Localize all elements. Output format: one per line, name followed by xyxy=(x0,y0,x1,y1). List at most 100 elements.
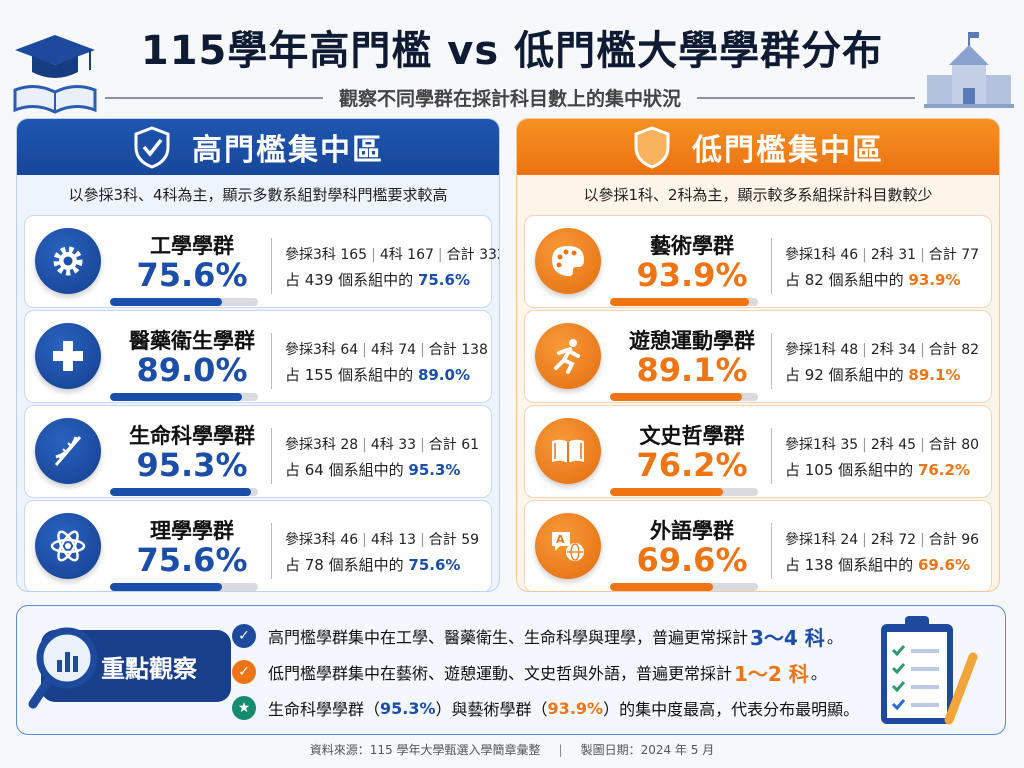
page-title: 115學年高門檻 vs 低門檻大學學群分布 xyxy=(140,28,884,74)
share-text: 占 92 個系組中的 xyxy=(785,366,909,384)
share-line: 占 105 個系組中的 76.2% xyxy=(785,459,970,480)
group-name: 生命科學學群 xyxy=(129,424,255,448)
low-threshold-panel: 低門檻集中區 以參採1科、2科為主，顯示較多系組採計科目數較少 藝術學群 93.9… xyxy=(516,118,1000,592)
progress-fill xyxy=(610,488,723,496)
progress-bar xyxy=(110,583,258,591)
count-b-label: 2科 45 xyxy=(870,437,917,453)
share-text: 占 64 個系組中的 xyxy=(285,461,409,479)
divider xyxy=(771,238,772,294)
observation-list: ✓ 高門檻學群集中在工學、醫藥衛生、生命科學與理學，普遍更常採計 3～4 科。 ✓ 低… xyxy=(232,618,859,726)
count-b-label: 4科 13 xyxy=(370,532,417,548)
share-percentage: 89.0% xyxy=(417,366,470,384)
divider xyxy=(697,96,916,99)
share-text: 占 105 個系組中的 xyxy=(785,461,918,479)
share-percentage: 93.9% xyxy=(908,271,961,289)
total-label: 合計 82 xyxy=(928,342,980,358)
group-percentage: 93.9% xyxy=(636,256,748,294)
badge-label: 重點觀察 xyxy=(101,654,197,683)
check-icon: ✓ xyxy=(232,624,256,648)
share-line: 占 78 個系組中的 75.6% xyxy=(285,554,460,575)
count-a-label: 參採3科 165 xyxy=(285,247,368,263)
group-list: 工學學群 75.6% 參採3科 165 | 4科 167 | 合計 332 占 439 個系組… xyxy=(17,213,499,591)
divider xyxy=(105,96,323,99)
subject-counts: 參採3科 64 | 4科 74 | 合計 138 xyxy=(285,339,488,359)
progress-fill xyxy=(610,393,742,401)
language-icon: A xyxy=(535,513,601,579)
progress-bar xyxy=(610,393,758,401)
share-line: 占 82 個系組中的 93.9% xyxy=(785,269,960,290)
observation-text: ）與藝術學群（ xyxy=(435,700,548,719)
share-line: 占 138 個系組中的 69.6% xyxy=(785,554,970,575)
share-line: 占 64 個系組中的 95.3% xyxy=(285,459,460,480)
dna-icon xyxy=(35,418,101,484)
count-a-label: 參採1科 35 xyxy=(785,437,859,453)
divider xyxy=(271,333,272,389)
group-card: A 外語學群 69.6% 參採1科 24 | 2科 72 | 合計 96 占 138 個系組中的… xyxy=(524,500,992,591)
observation-text: ）的集中度最高，代表分布最明顯。 xyxy=(603,700,860,719)
share-percentage: 75.6% xyxy=(408,556,461,574)
separator: | xyxy=(362,437,367,453)
total-label: 合計 96 xyxy=(928,532,980,548)
group-card: 工學學群 75.6% 參採3科 165 | 4科 167 | 合計 332 占 439 個系組… xyxy=(24,215,499,308)
count-b-label: 2科 31 xyxy=(870,247,917,263)
divider xyxy=(271,238,272,294)
separator: | xyxy=(862,532,867,548)
highlight: 1～2 科 xyxy=(734,661,809,686)
divider xyxy=(271,428,272,484)
group-card: 藝術學群 93.9% 參採1科 46 | 2科 31 | 合計 77 占 82 個系組中的 9… xyxy=(524,215,992,308)
share-text: 占 82 個系組中的 xyxy=(785,271,909,289)
check-icon: ✓ xyxy=(232,660,256,684)
total-label: 合計 80 xyxy=(928,437,980,453)
separator: | xyxy=(862,342,867,358)
observation-item: ★ 生命科學學群（ 95.3% ）與藝術學群（ 93.9% ）的集中度最高，代表分布最明顯… xyxy=(232,690,859,726)
school-building-icon xyxy=(924,32,1014,108)
magnifier-chart-icon xyxy=(28,627,98,709)
group-card: 文史哲學群 76.2% 參採1科 35 | 2科 45 | 合計 80 占 105 個系組中的… xyxy=(524,405,992,498)
group-card: 醫藥衛生學群 89.0% 參採3科 64 | 4科 74 | 合計 138 占 155 個系組… xyxy=(24,310,492,403)
separator: | xyxy=(920,532,925,548)
separator: | xyxy=(920,247,925,263)
group-name: 外語學群 xyxy=(650,519,734,543)
count-a-label: 參採1科 48 xyxy=(785,342,859,358)
highlight: 95.3% xyxy=(380,698,436,718)
total-label: 合計 77 xyxy=(928,247,980,263)
subtitle: 觀察不同學群在採計科目數上的集中狀況 xyxy=(339,88,682,110)
clipboard-pencil-icon xyxy=(881,616,978,725)
subtitle-row: 觀察不同學群在採計科目數上的集中狀況 xyxy=(105,84,916,111)
graduation-cap-book-icon xyxy=(13,35,97,114)
observation-text: 高門檻學群集中在工學、醫藥衛生、生命科學與理學，普遍更常採計 xyxy=(268,628,749,647)
group-card: 遊憩運動學群 89.1% 參採1科 48 | 2科 34 | 合計 82 占 92 個系組中的… xyxy=(524,310,992,403)
count-a-label: 參採1科 24 xyxy=(785,532,859,548)
count-a-label: 參採3科 28 xyxy=(285,437,359,453)
book-icon xyxy=(535,418,601,484)
share-percentage: 95.3% xyxy=(408,461,461,479)
progress-bar xyxy=(110,298,258,306)
share-line: 占 155 個系組中的 89.0% xyxy=(285,364,470,385)
progress-bar xyxy=(110,393,258,401)
progress-bar xyxy=(610,583,758,591)
separator: | xyxy=(362,532,367,548)
separator: | xyxy=(437,247,443,263)
share-percentage: 76.2% xyxy=(917,461,970,479)
progress-fill xyxy=(110,488,252,496)
progress-bar xyxy=(110,488,258,496)
separator: | xyxy=(920,342,925,358)
running-icon xyxy=(535,323,601,389)
progress-bar xyxy=(610,488,758,496)
share-line: 占 92 個系組中的 89.1% xyxy=(785,364,960,385)
date-note: 製圖日期：2024 年 5 月 xyxy=(580,743,715,757)
group-list: 藝術學群 93.9% 參採1科 46 | 2科 31 | 合計 77 占 82 個系組中的 9… xyxy=(517,213,999,591)
key-observations: 重點觀察 ✓ 高門檻學群集中在工學、醫藥衛生、生命科學與理學，普遍更常採計 3～4 … xyxy=(16,605,1006,735)
group-name: 遊憩運動學群 xyxy=(629,329,755,353)
share-text: 占 155 個系組中的 xyxy=(285,366,418,384)
gear-icon xyxy=(35,228,101,294)
total-label: 合計 138 xyxy=(428,342,488,358)
high-threshold-panel: 高門檻集中區 以參採3科、4科為主，顯示多數系組對學科門檻要求較高 工學學群 75… xyxy=(16,118,500,592)
subject-counts: 參採1科 35 | 2科 45 | 合計 80 xyxy=(785,434,979,454)
subject-counts: 參採1科 48 | 2科 34 | 合計 82 xyxy=(785,339,979,359)
panel-header: 低門檻集中區 xyxy=(517,119,999,175)
observation-item: ✓ 高門檻學群集中在工學、醫藥衛生、生命科學與理學，普遍更常採計 3～4 科。 xyxy=(232,618,859,654)
group-name: 理學學群 xyxy=(150,519,234,543)
count-b-label: 2科 34 xyxy=(870,342,917,358)
subject-counts: 參採1科 46 | 2科 31 | 合計 77 xyxy=(785,244,979,264)
